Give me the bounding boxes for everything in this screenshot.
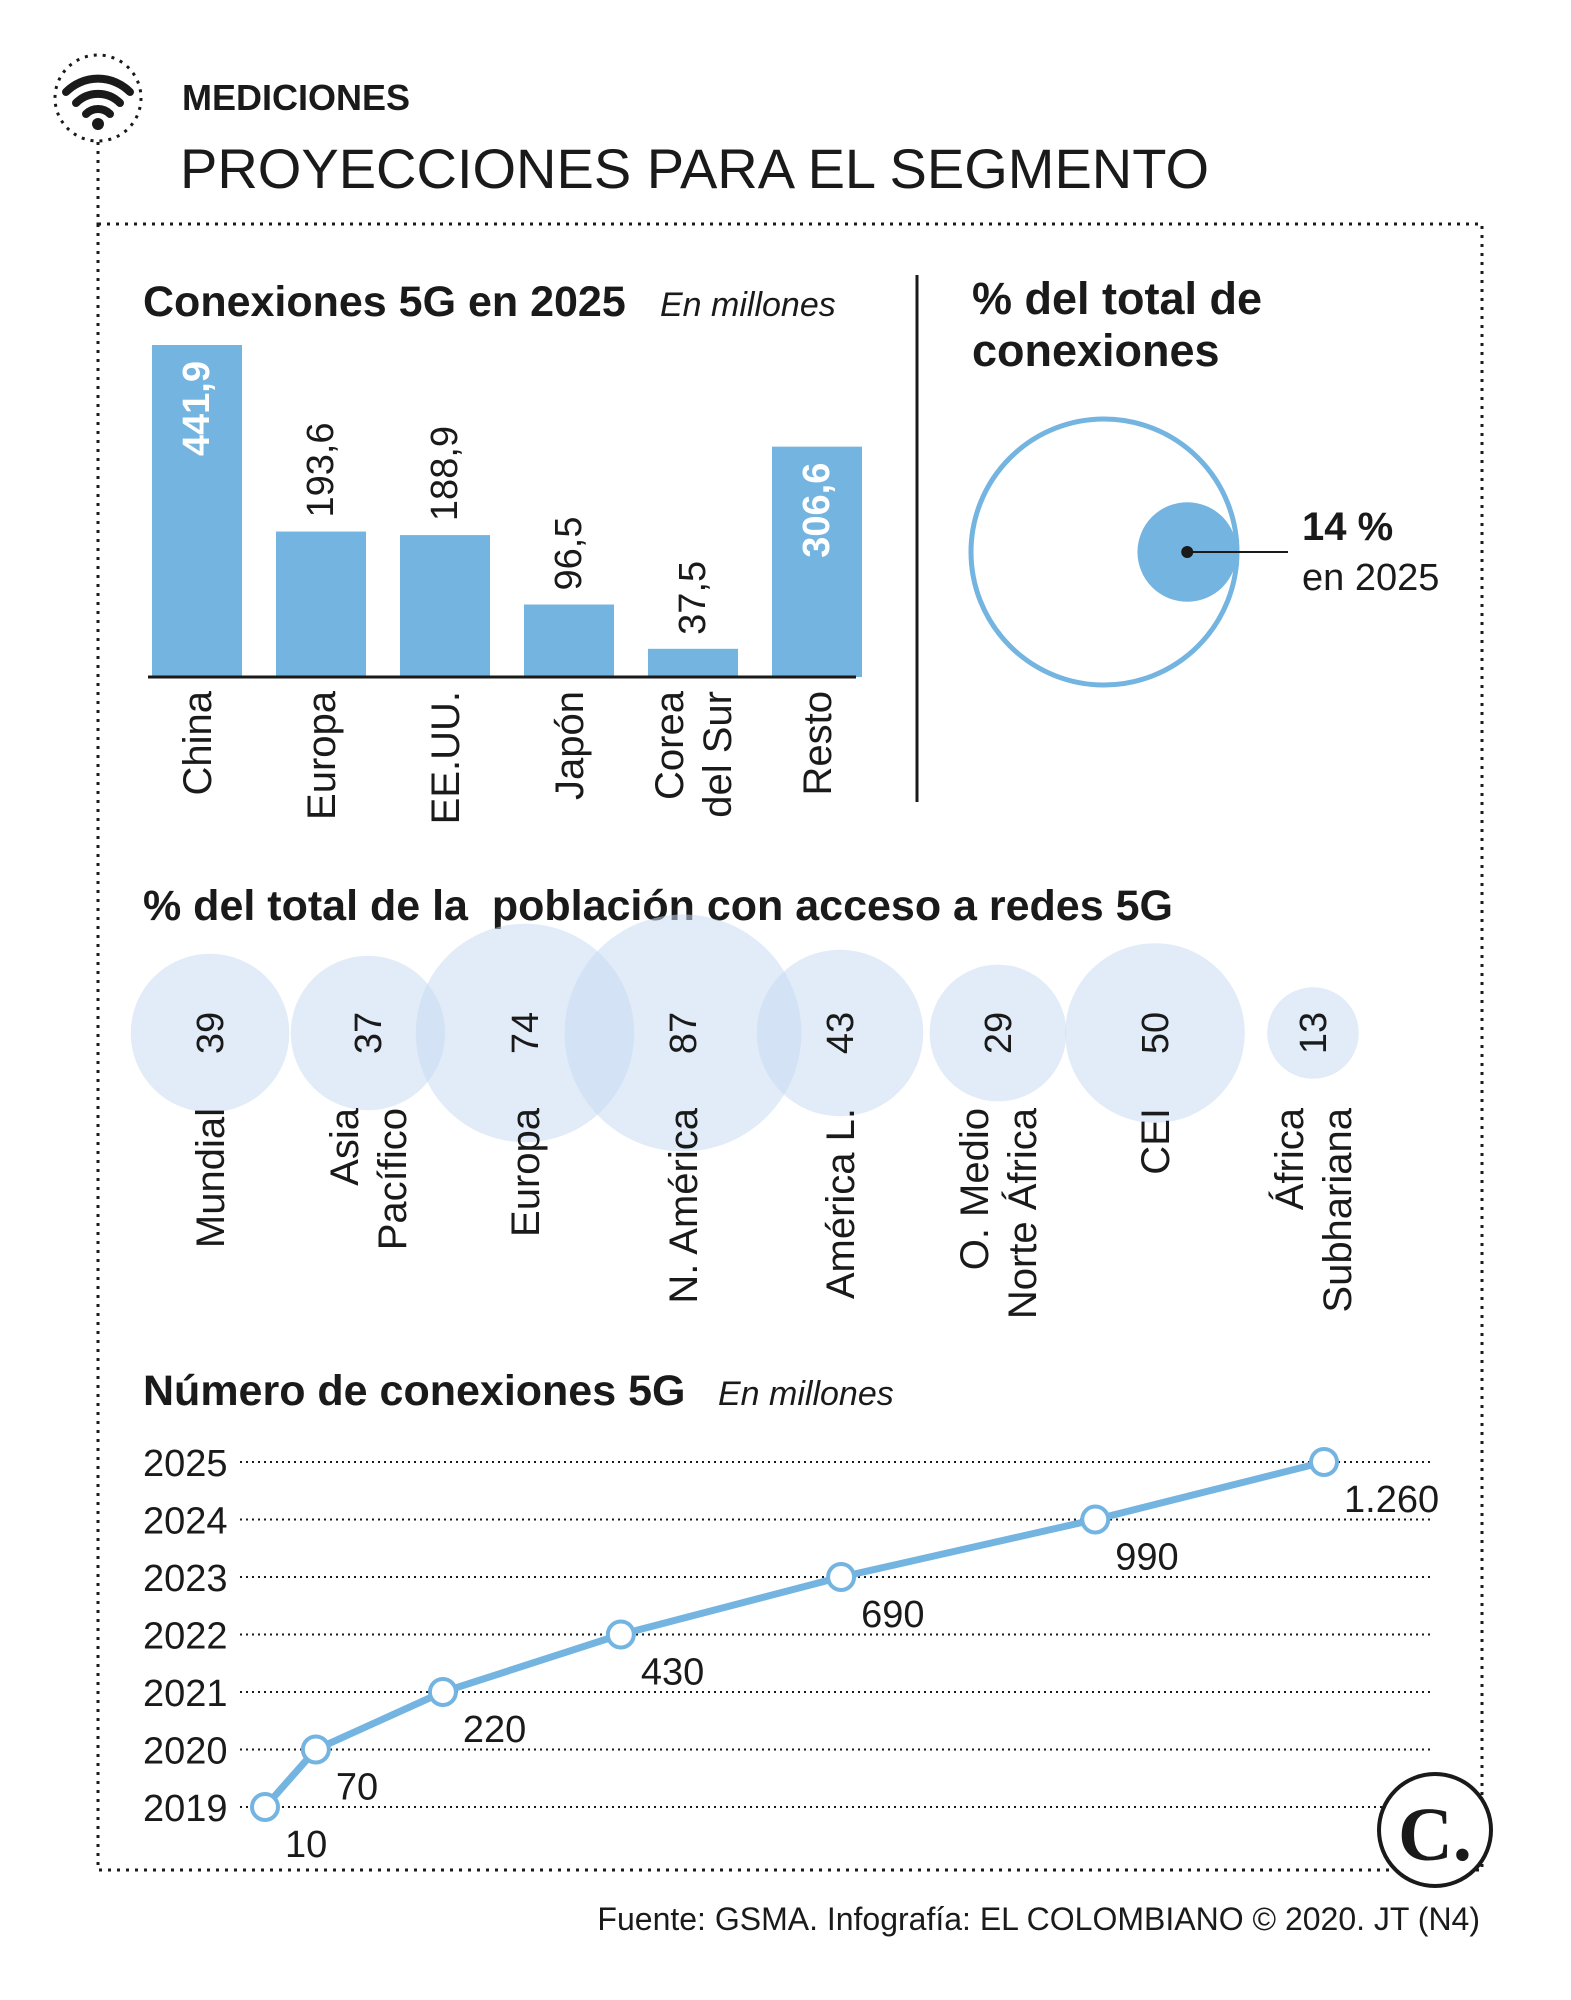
- bubble-category-label: Mundial: [189, 1108, 233, 1248]
- bubble-category-label: América L.: [819, 1108, 863, 1299]
- line-chart-title: Número de conexiones 5G: [143, 1367, 685, 1415]
- line-point: [250, 1792, 280, 1822]
- bar-6: [772, 446, 862, 677]
- source-credit: Fuente: GSMA. Infografía: EL COLOMBIANO …: [597, 1901, 1480, 1937]
- bubble-category-label: N. América: [662, 1107, 706, 1303]
- bar-value-label: 306,6: [796, 463, 838, 558]
- bubble-8: [1267, 987, 1359, 1079]
- bar-chart-subtitle: En millones: [660, 286, 836, 324]
- bubble-category-label: CEI: [1134, 1108, 1178, 1175]
- year-label: 2025: [143, 1443, 228, 1485]
- bar-category-label: China: [176, 690, 220, 795]
- bar-1: [152, 345, 242, 677]
- year-label: 2021: [143, 1673, 228, 1715]
- share-chart: [968, 416, 1288, 688]
- bubble-value-label: 74: [505, 1012, 547, 1054]
- bubble-value-label: 13: [1293, 1012, 1335, 1054]
- bar-category-label: EE.UU.: [424, 691, 468, 824]
- bubble-2: [290, 955, 446, 1111]
- line-chart-subtitle: En millones: [718, 1375, 894, 1413]
- svg-text:C.: C.: [1398, 1793, 1472, 1877]
- line-point: [826, 1562, 857, 1592]
- bar-value-label: 188,9: [424, 426, 466, 521]
- share-year-label: en 2025: [1302, 557, 1439, 599]
- bubble-value-label: 37: [348, 1012, 390, 1054]
- bubble-category-label: África Subhariana: [1267, 1107, 1360, 1312]
- line-value-label: 430: [641, 1652, 704, 1694]
- line-point: [1080, 1504, 1111, 1535]
- bar-3: [400, 535, 490, 677]
- share-chart-title: % del total de conexiones: [972, 273, 1275, 376]
- share-title-line-2: conexiones: [972, 325, 1220, 376]
- line-point: [1309, 1447, 1339, 1477]
- line-point: [300, 1734, 331, 1765]
- bubble-6: [929, 964, 1067, 1102]
- bar-4: [524, 604, 614, 677]
- line-value-label: 990: [1115, 1537, 1178, 1579]
- year-label: 2023: [143, 1558, 228, 1600]
- line-value-label: 70: [336, 1767, 378, 1809]
- bubble-value-label: 43: [820, 1012, 862, 1054]
- bar-value-label: 441,9: [176, 361, 218, 456]
- year-label: 2020: [143, 1731, 228, 1773]
- year-label: 2019: [143, 1788, 228, 1830]
- bubble-value-label: 50: [1135, 1012, 1177, 1054]
- bubble-7: [1065, 943, 1245, 1123]
- bar-value-label: 37,5: [672, 561, 714, 635]
- share-value-label: 14 %: [1302, 505, 1393, 549]
- bar-category-label: Corea del Sur: [648, 690, 740, 817]
- line-value-label: 10: [285, 1824, 327, 1866]
- bar-chart-title: Conexiones 5G en 2025: [143, 278, 626, 326]
- section-label: MEDICIONES: [182, 77, 410, 118]
- bubble-value-label: 39: [190, 1012, 232, 1054]
- bubble-value-label: 87: [663, 1012, 705, 1054]
- bubble-value-label: 29: [978, 1012, 1020, 1054]
- bubble-4: [564, 914, 802, 1152]
- bar-value-label: 193,6: [300, 422, 342, 517]
- content-frame: [96, 222, 1484, 1872]
- line-value-label: 1.260: [1344, 1479, 1439, 1521]
- bar-chart: 441,9 China 193,6 Europa 188,9 EE.UU. 96,5 Japó…: [152, 345, 862, 824]
- year-label: 2024: [143, 1501, 228, 1543]
- bar-value-label: 96,5: [548, 517, 590, 591]
- bubble-chart: 39 Mundial 37 Asia Pacífico 74 Europa 87 N. Amér…: [130, 914, 1360, 1319]
- el-colombiano-logo: C.: [1377, 1772, 1493, 1888]
- bar-2: [276, 531, 366, 677]
- bar-category-label: Europa: [300, 690, 344, 820]
- bubble-category-label: Asia Pacífico: [323, 1107, 415, 1250]
- line-point: [427, 1677, 458, 1707]
- bar-category-label: Resto: [796, 691, 840, 796]
- bubble-category-label: Europa: [504, 1107, 548, 1237]
- page-title: PROYECCIONES PARA EL SEGMENTO: [180, 137, 1209, 200]
- year-label: 2022: [143, 1616, 228, 1658]
- line-value-label: 690: [861, 1594, 924, 1636]
- bubble-1: [130, 953, 290, 1113]
- bar-5: [648, 648, 738, 677]
- bubble-5: [756, 949, 924, 1117]
- share-title-line-1: % del total de: [972, 273, 1262, 324]
- line-value-label: 220: [463, 1709, 526, 1751]
- wifi-icon: [53, 53, 143, 143]
- bar-category-label: Japón: [548, 691, 592, 800]
- line-point: [605, 1619, 636, 1650]
- bubble-category-label: O. Medio Norte África: [953, 1107, 1045, 1319]
